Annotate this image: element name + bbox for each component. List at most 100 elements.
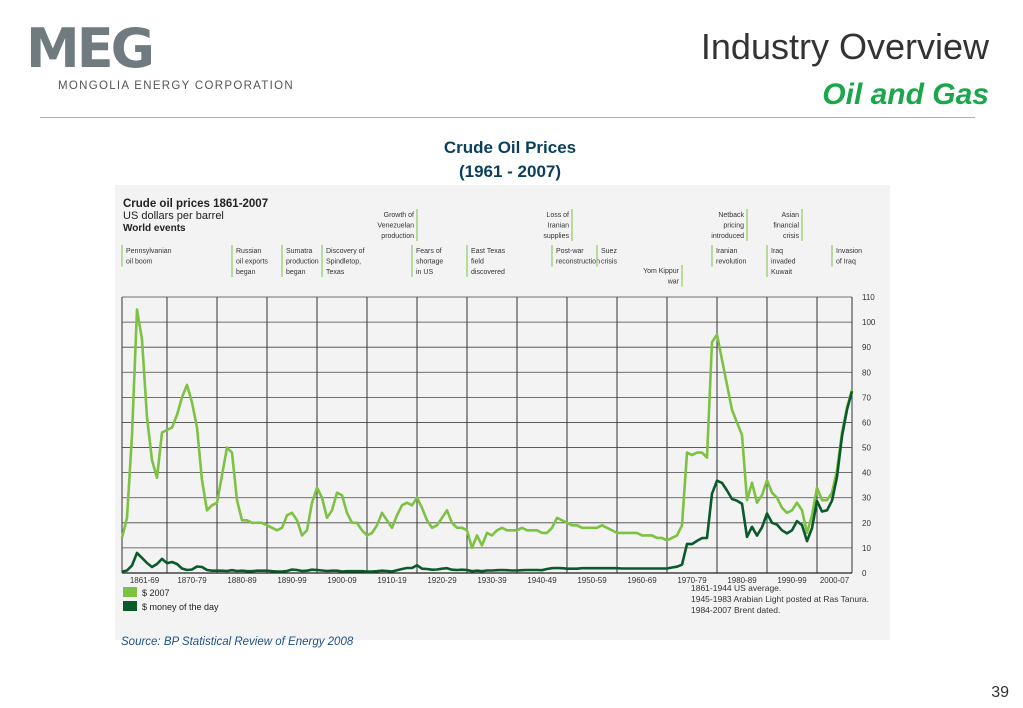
x-tick-label: 1890-99 (277, 576, 307, 585)
world-event-label: crisis (783, 233, 799, 240)
world-event-label: Pennsylvanian (126, 248, 172, 255)
world-event-label: oil boom (126, 259, 153, 266)
legend-swatch-2007 (123, 587, 137, 597)
world-event-label: of Iraq (836, 259, 856, 266)
world-event-label: began (236, 269, 256, 276)
y-tick-label: 20 (862, 519, 871, 528)
world-event-label: financial (773, 223, 799, 230)
world-event-label: Suez (601, 248, 617, 255)
world-event-label: introduced (711, 233, 744, 240)
legend-label-2007: $ 2007 (142, 588, 170, 598)
x-tick-label: 1861-69 (130, 576, 160, 585)
logo-mark: MEG (26, 17, 155, 80)
chart-heading-line2: (1961 - 2007) (458, 162, 562, 181)
events-heading: World events (123, 223, 186, 234)
world-event-label: invaded (771, 259, 796, 266)
world-event-label: Fears of (416, 248, 442, 255)
page-subtitle: Oil and Gas (822, 78, 989, 111)
y-tick-label: 80 (862, 368, 871, 377)
chart-notes: 1861-1944 US average. 1945-1983 Arabian … (691, 583, 869, 615)
x-tick-label: 1960-69 (627, 576, 657, 585)
world-event-label: revolution (716, 259, 746, 266)
world-event-label: Iranian (716, 248, 738, 255)
legend-label-day: $ money of the day (142, 602, 219, 612)
legend-swatch-day (123, 601, 137, 611)
y-tick-label: 70 (862, 393, 871, 402)
oil-price-chart: Crude oil prices 1861-2007 US dollars pe… (120, 198, 876, 615)
company-logo: MEG (26, 17, 155, 80)
logo-subtitle: MONGOLIA ENERGY CORPORATION (58, 80, 294, 92)
world-event-label: war (667, 279, 680, 286)
y-tick-label: 90 (862, 343, 871, 352)
chart-note: 1861-1944 US average. (691, 583, 781, 593)
x-tick-label: 1920-29 (427, 576, 457, 585)
world-event-label: shortage (416, 259, 443, 266)
chart-grid (121, 296, 853, 574)
world-event-label: pricing (723, 223, 744, 230)
x-tick-label: 1980-89 (727, 576, 757, 585)
series-line-money-of-the-day (121, 390, 854, 573)
world-event-label: Loss of (546, 212, 569, 219)
y-tick-label: 60 (862, 418, 871, 427)
series-line-2007-dollars (120, 308, 854, 550)
world-event-label: East Texas (471, 248, 506, 255)
world-event-label: Yom Kippur (643, 268, 680, 275)
world-event-label: reconstruction (556, 259, 600, 266)
world-event-label: Russian (236, 248, 261, 255)
x-tick-label: 1950-59 (577, 576, 607, 585)
x-axis-labels: 1861-69 1870-79 1880-89 1890-99 1900-09 1910-… (130, 576, 850, 585)
y-tick-label: 0 (862, 569, 867, 578)
world-event-label: Growth of (384, 212, 414, 219)
x-tick-label: 1910-19 (377, 576, 407, 585)
x-tick-label: 1870-79 (177, 576, 207, 585)
chart-title: Crude oil prices 1861-2007 (123, 198, 268, 210)
x-tick-label: 1900-09 (327, 576, 357, 585)
world-event-label: Discovery of (326, 248, 365, 255)
x-tick-label: 1930-39 (477, 576, 507, 585)
header-divider (40, 117, 975, 118)
world-event-label: Post-war (556, 248, 584, 255)
chart-note: 1945-1983 Arabian Light posted at Ras Ta… (691, 594, 869, 604)
world-event-label: began (286, 269, 306, 276)
world-event-label: Asian (781, 212, 799, 219)
world-event-label: Spindletop, (326, 259, 361, 266)
x-tick-label: 1970-79 (677, 576, 707, 585)
x-tick-label: 1940-49 (527, 576, 557, 585)
series-lines (120, 308, 854, 573)
world-event-label: production (286, 259, 319, 266)
chart-note: 1984-2007 Brent dated. (691, 605, 780, 615)
x-tick-label: 1990-99 (777, 576, 807, 585)
x-tick-label: 2000-07 (820, 576, 850, 585)
chart-panel: Crude oil prices 1861-2007 US dollars pe… (115, 185, 890, 640)
world-event-label: Venezuelan (377, 223, 414, 230)
source-note: Source: BP Statistical Review of Energy … (121, 636, 354, 648)
world-event-label: in US (416, 269, 433, 276)
world-event-label: Iraq (771, 248, 783, 255)
world-event-label: discovered (471, 269, 505, 276)
world-event-label: Iranian (548, 223, 570, 230)
y-tick-label: 100 (862, 318, 876, 327)
world-event-label: oil exports (236, 259, 268, 266)
world-event-label: Sumatra (286, 248, 313, 255)
world-event-label: supplies (543, 233, 569, 240)
world-event-label: crisis (601, 259, 617, 266)
y-tick-label: 40 (862, 469, 871, 478)
world-event-label: Kuwait (771, 269, 792, 276)
y-tick-label: 110 (862, 293, 875, 302)
y-tick-label: 50 (862, 444, 871, 453)
world-event-label: production (381, 233, 414, 240)
y-axis-labels: 0 10 20 30 40 50 60 70 80 90 100 110 (862, 293, 876, 578)
chart-heading-line1: Crude Oil Prices (443, 138, 577, 157)
world-event-label: Texas (326, 269, 345, 276)
world-event-label: Invasion (836, 248, 862, 255)
page-number: 39 (991, 684, 1009, 701)
chart-units: US dollars per barrel (123, 210, 224, 222)
x-tick-label: 1880-89 (227, 576, 257, 585)
world-event-label: Netback (718, 212, 744, 219)
y-tick-label: 30 (862, 494, 871, 503)
y-tick-label: 10 (862, 544, 871, 553)
legend: $ 2007 $ money of the day (123, 587, 219, 612)
world-events: Pennsylvanian oil boom Russian oil exports b… (121, 209, 862, 287)
world-event-label: field (471, 259, 484, 266)
page-title: Industry Overview (700, 26, 989, 67)
